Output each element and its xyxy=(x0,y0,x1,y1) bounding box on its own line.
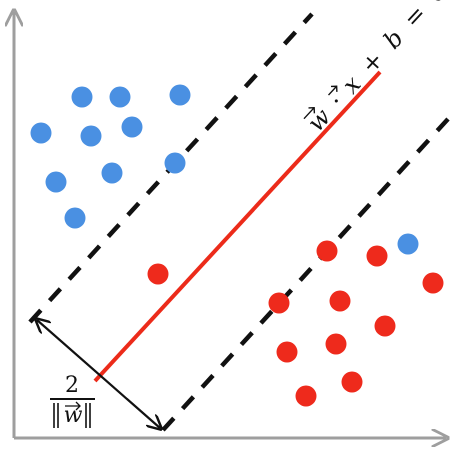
red-data-point xyxy=(325,333,347,355)
vector-arrow-x xyxy=(327,85,338,96)
equation-w: w xyxy=(302,103,337,137)
blue-data-point xyxy=(45,171,67,193)
margin-numerator: 2 xyxy=(65,373,79,398)
equation-zero: 0 xyxy=(421,0,452,8)
red-data-point xyxy=(329,290,351,312)
blue-data-point xyxy=(169,84,191,106)
blue-data-point xyxy=(109,86,131,108)
equation-x: x xyxy=(337,70,367,99)
hyperplane-equation: w · x + b = 0 xyxy=(302,0,452,137)
margin-denominator: w xyxy=(64,403,83,428)
blue-data-point xyxy=(30,122,52,144)
blue-data-point xyxy=(121,116,143,138)
blue-data-point xyxy=(71,86,93,108)
blue-data-point xyxy=(80,125,102,147)
equation-plus: + xyxy=(355,45,389,79)
blue-class-points xyxy=(30,84,419,255)
red-data-point xyxy=(276,341,298,363)
red-data-point xyxy=(316,240,338,262)
red-data-point xyxy=(374,315,396,337)
blue-data-point xyxy=(397,233,419,255)
blue-data-point xyxy=(64,207,86,229)
lower-margin-line xyxy=(161,117,450,432)
svg-text:w · x +: w · x + b = 0 xyxy=(302,0,452,137)
red-data-point xyxy=(366,245,388,267)
margin-width-label: 2 w xyxy=(50,373,95,428)
red-data-point xyxy=(295,385,317,407)
red-data-point xyxy=(422,272,444,294)
red-class-points xyxy=(147,240,444,407)
red-data-point xyxy=(341,371,363,393)
red-data-point xyxy=(147,263,169,285)
vector-arrow-norm-w xyxy=(65,401,81,411)
equation-b: b xyxy=(378,24,409,54)
red-data-point xyxy=(268,292,290,314)
equation-equals: = xyxy=(398,0,432,33)
equation-dot: · xyxy=(324,89,350,114)
vector-arrow-w xyxy=(303,106,316,120)
blue-data-point xyxy=(101,162,123,184)
margin-width-arrow xyxy=(37,320,160,428)
blue-data-point xyxy=(164,152,186,174)
